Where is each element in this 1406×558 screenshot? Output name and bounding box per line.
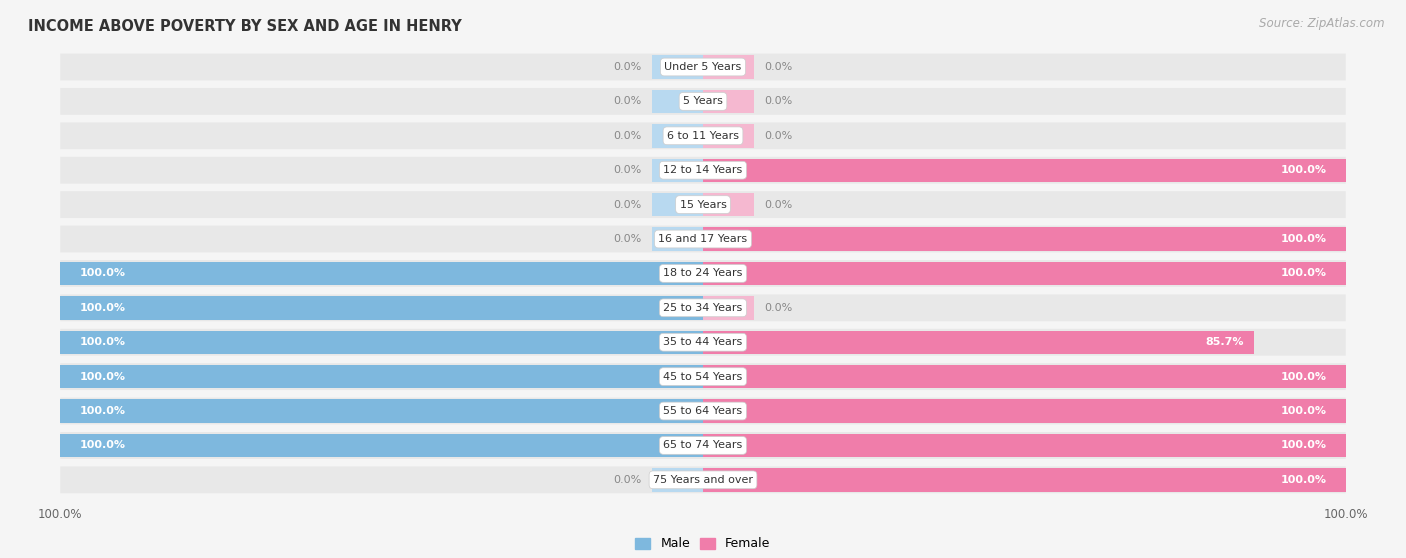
FancyBboxPatch shape xyxy=(60,88,1346,115)
Bar xyxy=(651,468,703,492)
Text: 5 Years: 5 Years xyxy=(683,97,723,107)
Text: 100.0%: 100.0% xyxy=(1281,234,1326,244)
Text: 0.0%: 0.0% xyxy=(763,131,793,141)
Legend: Male, Female: Male, Female xyxy=(630,532,776,555)
Text: 18 to 24 Years: 18 to 24 Years xyxy=(664,268,742,278)
Bar xyxy=(703,365,1346,388)
Text: 0.0%: 0.0% xyxy=(613,200,643,210)
Text: 0.0%: 0.0% xyxy=(763,200,793,210)
Text: 100.0%: 100.0% xyxy=(80,268,125,278)
Bar xyxy=(703,434,1346,457)
Text: 100.0%: 100.0% xyxy=(80,372,125,382)
Text: 100.0%: 100.0% xyxy=(80,440,125,450)
FancyBboxPatch shape xyxy=(60,329,1346,355)
Bar xyxy=(703,124,755,147)
Bar xyxy=(60,400,703,423)
Text: 35 to 44 Years: 35 to 44 Years xyxy=(664,337,742,347)
FancyBboxPatch shape xyxy=(60,54,1346,80)
FancyBboxPatch shape xyxy=(60,157,1346,184)
FancyBboxPatch shape xyxy=(60,295,1346,321)
Bar xyxy=(703,90,755,113)
Text: 15 Years: 15 Years xyxy=(679,200,727,210)
Bar xyxy=(60,365,703,388)
Text: 100.0%: 100.0% xyxy=(1281,406,1326,416)
Text: 0.0%: 0.0% xyxy=(613,165,643,175)
Text: 100.0%: 100.0% xyxy=(80,303,125,313)
Text: 0.0%: 0.0% xyxy=(613,131,643,141)
Text: 100.0%: 100.0% xyxy=(1281,475,1326,485)
FancyBboxPatch shape xyxy=(60,225,1346,252)
Bar xyxy=(703,262,1346,285)
Bar xyxy=(651,193,703,217)
Bar xyxy=(651,55,703,79)
Text: 100.0%: 100.0% xyxy=(1281,440,1326,450)
Text: 0.0%: 0.0% xyxy=(763,303,793,313)
Text: 0.0%: 0.0% xyxy=(613,475,643,485)
Text: 0.0%: 0.0% xyxy=(613,97,643,107)
Bar xyxy=(703,227,1346,251)
Bar xyxy=(60,262,703,285)
FancyBboxPatch shape xyxy=(60,191,1346,218)
FancyBboxPatch shape xyxy=(60,432,1346,459)
Bar xyxy=(651,124,703,147)
Text: Under 5 Years: Under 5 Years xyxy=(665,62,741,72)
Text: 65 to 74 Years: 65 to 74 Years xyxy=(664,440,742,450)
FancyBboxPatch shape xyxy=(60,398,1346,425)
Bar xyxy=(651,90,703,113)
Text: 75 Years and over: 75 Years and over xyxy=(652,475,754,485)
Text: 6 to 11 Years: 6 to 11 Years xyxy=(666,131,740,141)
Text: 0.0%: 0.0% xyxy=(613,62,643,72)
Text: 100.0%: 100.0% xyxy=(80,406,125,416)
Text: 0.0%: 0.0% xyxy=(613,234,643,244)
Text: INCOME ABOVE POVERTY BY SEX AND AGE IN HENRY: INCOME ABOVE POVERTY BY SEX AND AGE IN H… xyxy=(28,19,461,33)
FancyBboxPatch shape xyxy=(60,260,1346,287)
Text: 0.0%: 0.0% xyxy=(763,62,793,72)
Text: 100.0%: 100.0% xyxy=(1281,268,1326,278)
Bar xyxy=(703,468,1346,492)
Bar xyxy=(703,158,1346,182)
Text: 85.7%: 85.7% xyxy=(1206,337,1244,347)
Bar xyxy=(60,330,703,354)
Text: 16 and 17 Years: 16 and 17 Years xyxy=(658,234,748,244)
Bar xyxy=(651,158,703,182)
Bar xyxy=(703,296,755,320)
FancyBboxPatch shape xyxy=(60,466,1346,493)
Bar xyxy=(60,296,703,320)
Bar xyxy=(703,193,755,217)
Bar xyxy=(703,55,755,79)
Text: 45 to 54 Years: 45 to 54 Years xyxy=(664,372,742,382)
Text: 0.0%: 0.0% xyxy=(763,97,793,107)
FancyBboxPatch shape xyxy=(60,363,1346,390)
Bar xyxy=(703,330,1254,354)
FancyBboxPatch shape xyxy=(60,122,1346,149)
Text: 100.0%: 100.0% xyxy=(1281,165,1326,175)
Bar xyxy=(60,434,703,457)
Bar xyxy=(703,400,1346,423)
Bar xyxy=(651,227,703,251)
Text: Source: ZipAtlas.com: Source: ZipAtlas.com xyxy=(1260,17,1385,30)
Text: 12 to 14 Years: 12 to 14 Years xyxy=(664,165,742,175)
Text: 100.0%: 100.0% xyxy=(80,337,125,347)
Text: 55 to 64 Years: 55 to 64 Years xyxy=(664,406,742,416)
Text: 25 to 34 Years: 25 to 34 Years xyxy=(664,303,742,313)
Text: 100.0%: 100.0% xyxy=(1281,372,1326,382)
